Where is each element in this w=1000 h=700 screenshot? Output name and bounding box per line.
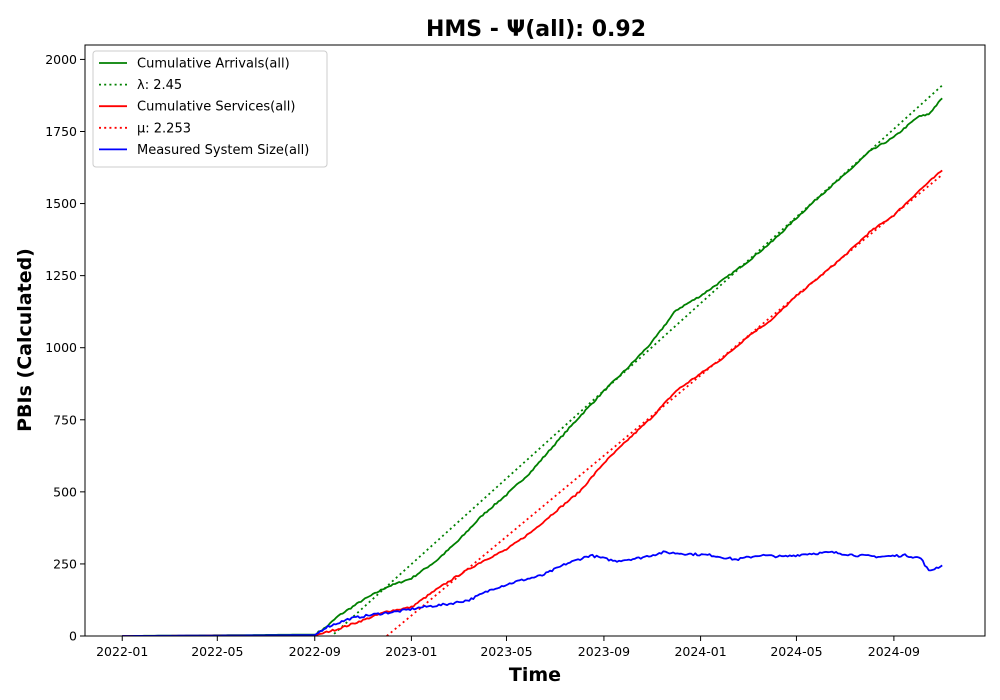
- legend-label-0: Cumulative Arrivals(all): [137, 57, 290, 72]
- plot-frame: [84, 44, 986, 637]
- series-line-4: [122, 550, 943, 636]
- series-line-2: [122, 169, 943, 636]
- y-tick-label: 1750: [45, 124, 77, 139]
- x-tick-label: 2023-01: [385, 644, 437, 659]
- x-tick-label: 2022-01: [96, 644, 148, 659]
- legend-label-1: λ: 2.45: [137, 78, 182, 93]
- x-axis-ticks: 2022-01 2022-05 2022-09 2023-01 2023-05 2023-…: [96, 636, 920, 659]
- y-tick-label: 1500: [45, 196, 77, 211]
- y-tick-label: 750: [53, 412, 77, 427]
- legend-label-4: Measured System Size(all): [137, 143, 309, 158]
- legend-label-3: μ: 2.253: [137, 121, 191, 136]
- x-tick-label: 2024-05: [770, 644, 822, 659]
- y-tick-label: 0: [69, 629, 77, 644]
- y-axis-label: PBIs (Calculated): [14, 248, 36, 432]
- y-tick-label: 1000: [45, 340, 77, 355]
- y-tick-label: 1250: [45, 268, 77, 283]
- legend: Cumulative Arrivals(all) λ: 2.45 Cumulativ…: [92, 50, 328, 168]
- x-tick-label: 2022-09: [289, 644, 341, 659]
- legend-box: [92, 50, 328, 168]
- series-line-1: [330, 84, 943, 636]
- y-tick-label: 500: [53, 484, 77, 499]
- x-tick-label: 2023-05: [480, 644, 532, 659]
- x-axis-label: Time: [509, 664, 561, 686]
- series-line-0: [122, 97, 943, 636]
- y-tick-label: 250: [53, 556, 77, 571]
- series-layer: [122, 84, 943, 636]
- y-tick-label: 2000: [45, 52, 77, 67]
- series-line-3: [386, 174, 943, 636]
- x-tick-label: 2024-01: [674, 644, 726, 659]
- y-axis-ticks: 0 250 500 750 1000 1250 1500 1750 2000: [45, 52, 85, 644]
- x-tick-label: 2023-09: [578, 644, 630, 659]
- x-tick-label: 2022-05: [191, 644, 243, 659]
- x-tick-label: 2024-09: [868, 644, 920, 659]
- chart-title: HMS - Ψ(all): 0.92: [426, 17, 646, 42]
- legend-label-2: Cumulative Services(all): [137, 100, 295, 115]
